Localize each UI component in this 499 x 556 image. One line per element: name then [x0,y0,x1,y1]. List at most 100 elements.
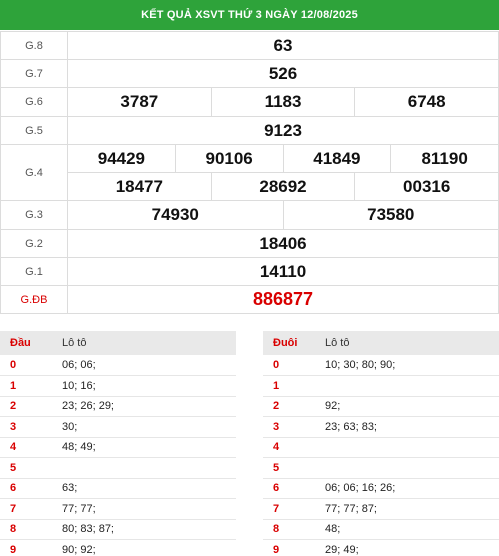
row-numbers: 63; [52,478,236,499]
table-row: 6 63; [0,478,236,499]
row-numbers: 23; 26; 29; [52,396,236,417]
table-row: 0 10; 30; 80; 90; [263,355,499,376]
prize-number: 6748 [354,88,498,116]
prize-number: 73580 [282,201,499,229]
row-numbers: 06; 06; 16; 26; [315,478,499,499]
row-numbers: 90; 92; [52,539,236,556]
prize-number: 526 [67,59,499,88]
row-numbers: 80; 83; 87; [52,519,236,540]
row-index: 7 [263,498,315,520]
table-row: 2 23; 26; 29; [0,396,236,417]
row-index: 1 [0,375,52,397]
row-index: 8 [0,519,52,540]
prize-number: 90106 [174,145,283,172]
tail-loto-table: Đuôi Lô tô 0 10; 30; 80; 90; 1 2 92; 3 23; … [263,331,499,556]
head-column-header: Đầu [0,331,52,355]
table-row: 9 90; 92; [0,539,236,556]
table-row: 1 10; 16; [0,375,236,397]
prize-number: 18477 [115,176,163,196]
prize-row-special: G.ĐB 886877 [0,285,499,314]
prize-label: G.3 [0,200,68,230]
row-index: 1 [263,375,315,397]
special-prize-number: 886877 [67,285,499,314]
row-index: 5 [0,457,52,479]
results-table: G.8 63 G.7 526 G.6 3787 1183 6748 G.5 91… [0,31,499,314]
row-index: 3 [263,416,315,438]
table-row: 6 06; 06; 16; 26; [263,478,499,499]
prize-row-g1: G.1 14110 [0,257,499,286]
row-index: 8 [263,519,315,540]
prize-number: 3787 [120,92,159,111]
table-row: 1 [263,375,499,397]
prize-row-g2: G.2 18406 [0,229,499,258]
table-row: 3 30; [0,416,236,438]
row-numbers: 10; 30; 80; 90; [315,355,499,376]
row-numbers: 10; 16; [52,375,236,397]
prize-number: 14110 [67,257,499,286]
row-index: 5 [263,457,315,479]
prize-label: G.1 [0,257,68,286]
row-numbers: 06; 06; [52,355,236,376]
prize-label: G.8 [0,31,68,60]
table-row: 7 77; 77; [0,498,236,520]
table-row: 8 80; 83; 87; [0,519,236,540]
row-index: 0 [263,355,315,376]
row-index: 6 [0,478,52,499]
row-index: 4 [263,437,315,458]
prize-row-g5: G.5 9123 [0,116,499,145]
row-numbers [315,457,499,479]
table-row: 7 77; 77; 87; [263,498,499,520]
prize-number: 74930 [151,205,199,224]
prize-label: G.5 [0,116,68,145]
table-row: 5 [0,457,236,479]
row-numbers [52,457,236,479]
row-index: 6 [263,478,315,499]
prize-number: 94429 [97,148,146,168]
prize-label: G.ĐB [0,285,68,314]
prize-label: G.6 [0,87,68,117]
head-loto-table: Đầu Lô tô 0 06; 06; 1 10; 16; 2 23; 26; 29;… [0,331,236,556]
row-index: 9 [0,539,52,556]
tail-column-header: Đuôi [263,331,315,355]
loto-column-header: Lô tô [52,331,236,355]
row-index: 3 [0,416,52,438]
table-row: 4 [263,437,499,458]
row-numbers [315,437,499,458]
prize-number: 9123 [67,116,499,145]
row-numbers: 77; 77; [52,498,236,520]
table-row: 2 92; [263,396,499,417]
row-numbers: 23; 63; 83; [315,416,499,438]
prize-row-g7: G.7 526 [0,59,499,88]
row-index: 9 [263,539,315,556]
table-row: 9 29; 49; [263,539,499,556]
row-numbers: 29; 49; [315,539,499,556]
loto-column-header: Lô tô [315,331,499,355]
prize-number: 41849 [282,145,391,172]
row-numbers: 77; 77; 87; [315,498,499,520]
prize-label: G.2 [0,229,68,258]
row-index: 4 [0,437,52,458]
row-index: 7 [0,498,52,520]
row-numbers: 48; [315,519,499,540]
prize-label: G.4 [0,144,68,201]
row-index: 2 [0,396,52,417]
row-index: 2 [263,396,315,417]
row-numbers: 48; 49; [52,437,236,458]
prize-number: 1183 [210,88,355,116]
row-numbers: 92; [315,396,499,417]
table-row: 0 06; 06; [0,355,236,376]
table-row: 3 23; 63; 83; [263,416,499,438]
prize-row-g8: G.8 63 [0,31,499,60]
prize-number: 18406 [67,229,499,258]
prize-row-g3: G.3 74930 73580 [0,200,499,230]
row-numbers: 30; [52,416,236,438]
table-row: 5 [263,457,499,479]
row-index: 0 [0,355,52,376]
prize-number: 00316 [354,173,498,200]
prize-number: 28692 [210,173,355,200]
prize-label: G.7 [0,59,68,88]
table-row: 4 48; 49; [0,437,236,458]
prize-number: 81190 [390,145,498,172]
prize-number: 63 [67,31,499,60]
results-title: KẾT QUẢ XSVT THỨ 3 NGÀY 12/08/2025 [0,0,499,30]
